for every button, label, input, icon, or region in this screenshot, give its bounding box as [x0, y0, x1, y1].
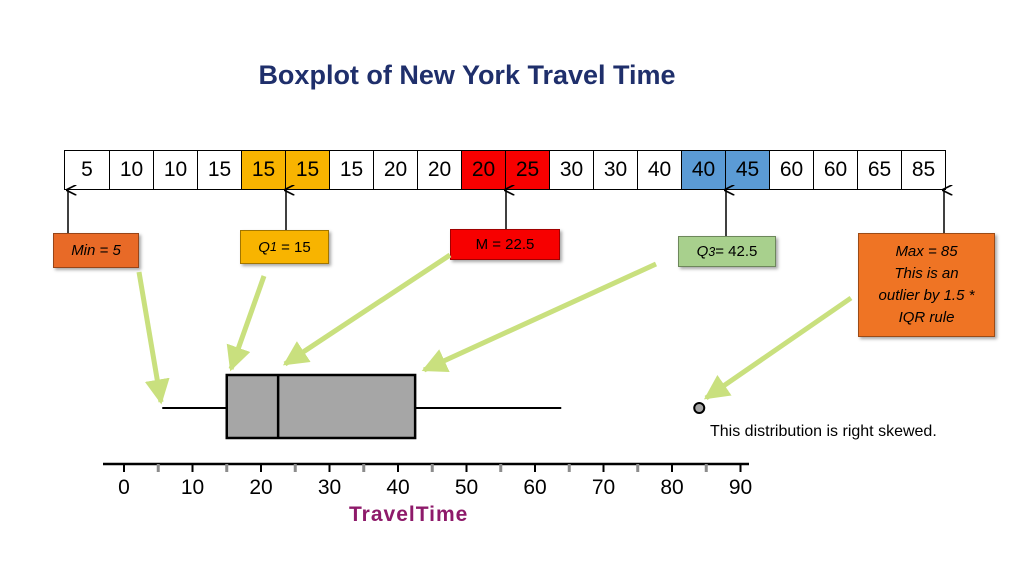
- max-green-arrow: [703, 295, 853, 401]
- value-cell: 25: [505, 151, 549, 189]
- q1-symbol: Q: [258, 238, 270, 256]
- boxplot: [162, 373, 706, 440]
- value-cell: 5: [65, 151, 109, 189]
- value-cell: 60: [813, 151, 857, 189]
- q3-subscript: 3: [708, 244, 716, 259]
- min-green-arrow: [136, 271, 170, 405]
- page-title: Boxplot of New York Travel Time: [258, 60, 676, 90]
- max-line-2: This is an: [894, 265, 959, 282]
- value-cell: 30: [593, 151, 637, 189]
- x-axis-tick-label: 30: [317, 476, 342, 499]
- value-cell: 20: [461, 151, 505, 189]
- x-axis-tick-label: 70: [591, 476, 616, 499]
- x-axis-tick-label: 40: [386, 476, 410, 499]
- q3-symbol: Q: [696, 243, 709, 260]
- value-cell: 20: [373, 151, 417, 189]
- iqr-box: [225, 373, 417, 440]
- x-axis-tick-label: 60: [523, 476, 547, 499]
- max-line-1: Max = 85: [895, 243, 958, 260]
- x-axis: [103, 462, 749, 472]
- value-cell: 15: [241, 151, 285, 189]
- min-callout: Min = 5: [53, 233, 139, 268]
- q1-value: = 15: [276, 238, 311, 256]
- value-cell: 45: [725, 151, 769, 189]
- x-axis-tick-label: 10: [180, 476, 205, 499]
- q3-callout: Q 3 = 42.5: [678, 236, 776, 267]
- q1-green-arrow: [226, 275, 267, 372]
- value-cell: 40: [637, 151, 681, 189]
- x-axis-label: TravelTime: [349, 503, 469, 526]
- q3-green-arrow: [421, 261, 658, 373]
- median-green-arrow: [282, 252, 452, 367]
- max-callout: Max = 85 This is an outlier by 1.5 * IQR…: [858, 233, 995, 337]
- sorted-values-row: 5 10 10 15 15 15 15 20 20 20 25 30 30 40 40 45 60 60 65 85: [64, 150, 946, 190]
- outlier-point: [693, 402, 706, 414]
- value-cell: 10: [109, 151, 153, 189]
- value-cell: 15: [285, 151, 329, 189]
- value-cell: 40: [681, 151, 725, 189]
- q3-value: = 42.5: [715, 243, 758, 260]
- median-callout: M = 22.5: [450, 229, 560, 260]
- x-axis-tick-label: 50: [454, 476, 479, 499]
- x-axis-tick-label: 90: [728, 476, 753, 499]
- max-line-3: outlier by 1.5 *: [878, 287, 975, 304]
- value-cell: 20: [417, 151, 461, 189]
- value-cell: 10: [153, 151, 197, 189]
- x-axis-tick-label: 0: [118, 476, 130, 499]
- value-cell: 15: [197, 151, 241, 189]
- value-cell: 30: [549, 151, 593, 189]
- value-cell: 60: [769, 151, 813, 189]
- x-axis-tick-label: 20: [249, 476, 273, 499]
- x-axis-tick-label: 80: [660, 476, 684, 499]
- max-line-4: IQR rule: [898, 309, 955, 326]
- value-cell: 85: [901, 151, 945, 189]
- value-cell: 65: [857, 151, 901, 189]
- skew-note: This distribution is right skewed.: [710, 423, 937, 440]
- value-cell: 15: [329, 151, 373, 189]
- q1-subscript: 1: [269, 240, 277, 254]
